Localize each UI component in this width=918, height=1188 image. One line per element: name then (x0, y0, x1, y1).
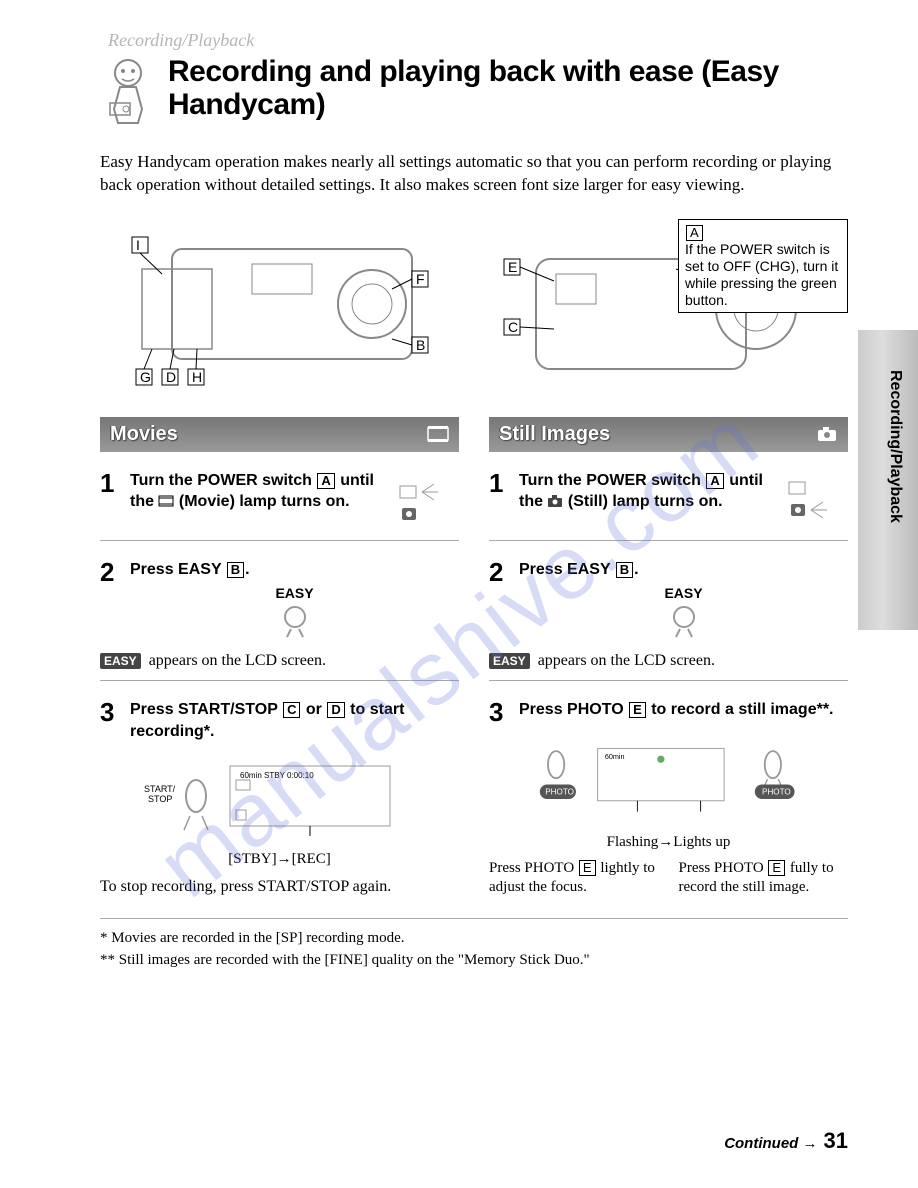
step-number: 2 (489, 559, 513, 585)
flashing-label: Flashing→Lights up (489, 834, 848, 851)
svg-text:G: G (140, 369, 151, 385)
footnote-2: ** Still images are recorded with the [F… (100, 949, 848, 972)
lamp-diagram-icon (778, 470, 848, 530)
lamp-diagram-icon (389, 470, 459, 530)
still-header: Still Images (489, 417, 848, 452)
camera-icon (547, 493, 563, 515)
step-number: 3 (489, 699, 513, 725)
side-tab-text: Recording/Playback (886, 370, 904, 523)
callout-text: If the POWER switch is set to OFF (CHG),… (685, 241, 838, 307)
movies-column: Movies 1 Turn the POWER switch A until t… (100, 417, 459, 898)
stop-recording-text: To stop recording, press START/STOP agai… (100, 878, 459, 896)
intro-text: Easy Handycam operation makes nearly all… (100, 151, 848, 197)
easy-label: EASY (519, 584, 848, 603)
easy-button-icon (277, 603, 313, 639)
mascot-icon (100, 55, 156, 135)
easy-badge: EASY (100, 653, 141, 669)
camcorder-diagram-right: E C A If the POWER switch is set to OFF … (484, 219, 848, 399)
film-icon (427, 425, 449, 443)
easy-button-icon (666, 603, 702, 639)
easy-badge: EASY (489, 653, 530, 669)
step-text: Press START/STOP C or D to start recordi… (130, 699, 459, 742)
film-icon (158, 493, 174, 515)
callout-letter-a: A (686, 225, 703, 241)
camera-icon (816, 425, 838, 443)
page-number: 31 (824, 1128, 848, 1154)
svg-text:60min: 60min (604, 752, 624, 761)
step-text: Turn the POWER switch A until the (Still… (519, 470, 772, 515)
photo-diagram: PHOTO 60min PHOTO Flashing→Lights up (489, 735, 848, 851)
svg-text:START/: START/ (144, 784, 176, 794)
step-text: Turn the POWER switch A until the (Movie… (130, 470, 383, 515)
easy-caption: appears on the LCD screen. (534, 652, 715, 669)
photo-full-text: Press PHOTO E fully to record the still … (679, 859, 849, 898)
breadcrumb: Recording/Playback (108, 30, 848, 51)
svg-text:H: H (192, 369, 202, 385)
step-text: Press EASY B. EASY (130, 559, 459, 646)
svg-text:E: E (508, 259, 517, 275)
footnote-1: * Movies are recorded in the [SP] record… (100, 927, 848, 950)
svg-text:60min STBY 0:00:10: 60min STBY 0:00:10 (240, 771, 314, 780)
continued-label: Continued → (724, 1135, 817, 1152)
step-text: Press EASY B. EASY (519, 559, 848, 646)
camcorder-diagram-left: I F B G D H (100, 219, 464, 399)
stby-rec-label: [STBY]→[REC] (100, 851, 459, 868)
easy-label: EASY (130, 584, 459, 603)
svg-text:PHOTO: PHOTO (762, 787, 791, 796)
photo-light-text: Press PHOTO E lightly to adjust the focu… (489, 859, 659, 898)
svg-text:C: C (508, 319, 518, 335)
movies-header-text: Movies (110, 423, 178, 446)
still-header-text: Still Images (499, 423, 610, 446)
step-number: 1 (489, 470, 513, 496)
step-text: Press PHOTO E to record a still image**. (519, 699, 848, 721)
still-column: Still Images 1 Turn the POWER switch A u… (489, 417, 848, 898)
step-number: 2 (100, 559, 124, 585)
svg-text:I: I (136, 237, 140, 253)
page-title: Recording and playing back with ease (Ea… (168, 55, 848, 121)
svg-text:B: B (416, 337, 425, 353)
svg-text:PHOTO: PHOTO (545, 787, 574, 796)
movies-header: Movies (100, 417, 459, 452)
svg-text:D: D (166, 369, 176, 385)
svg-text:STOP: STOP (148, 794, 172, 804)
recording-diagram: START/ STOP 60min STBY 0:00:10 [STBY]→[R… (100, 752, 459, 868)
step-number: 3 (100, 699, 124, 725)
step-number: 1 (100, 470, 124, 496)
easy-caption: appears on the LCD screen. (145, 652, 326, 669)
power-callout: A If the POWER switch is set to OFF (CHG… (678, 219, 848, 313)
svg-text:F: F (416, 271, 425, 287)
footnotes: * Movies are recorded in the [SP] record… (100, 918, 848, 972)
